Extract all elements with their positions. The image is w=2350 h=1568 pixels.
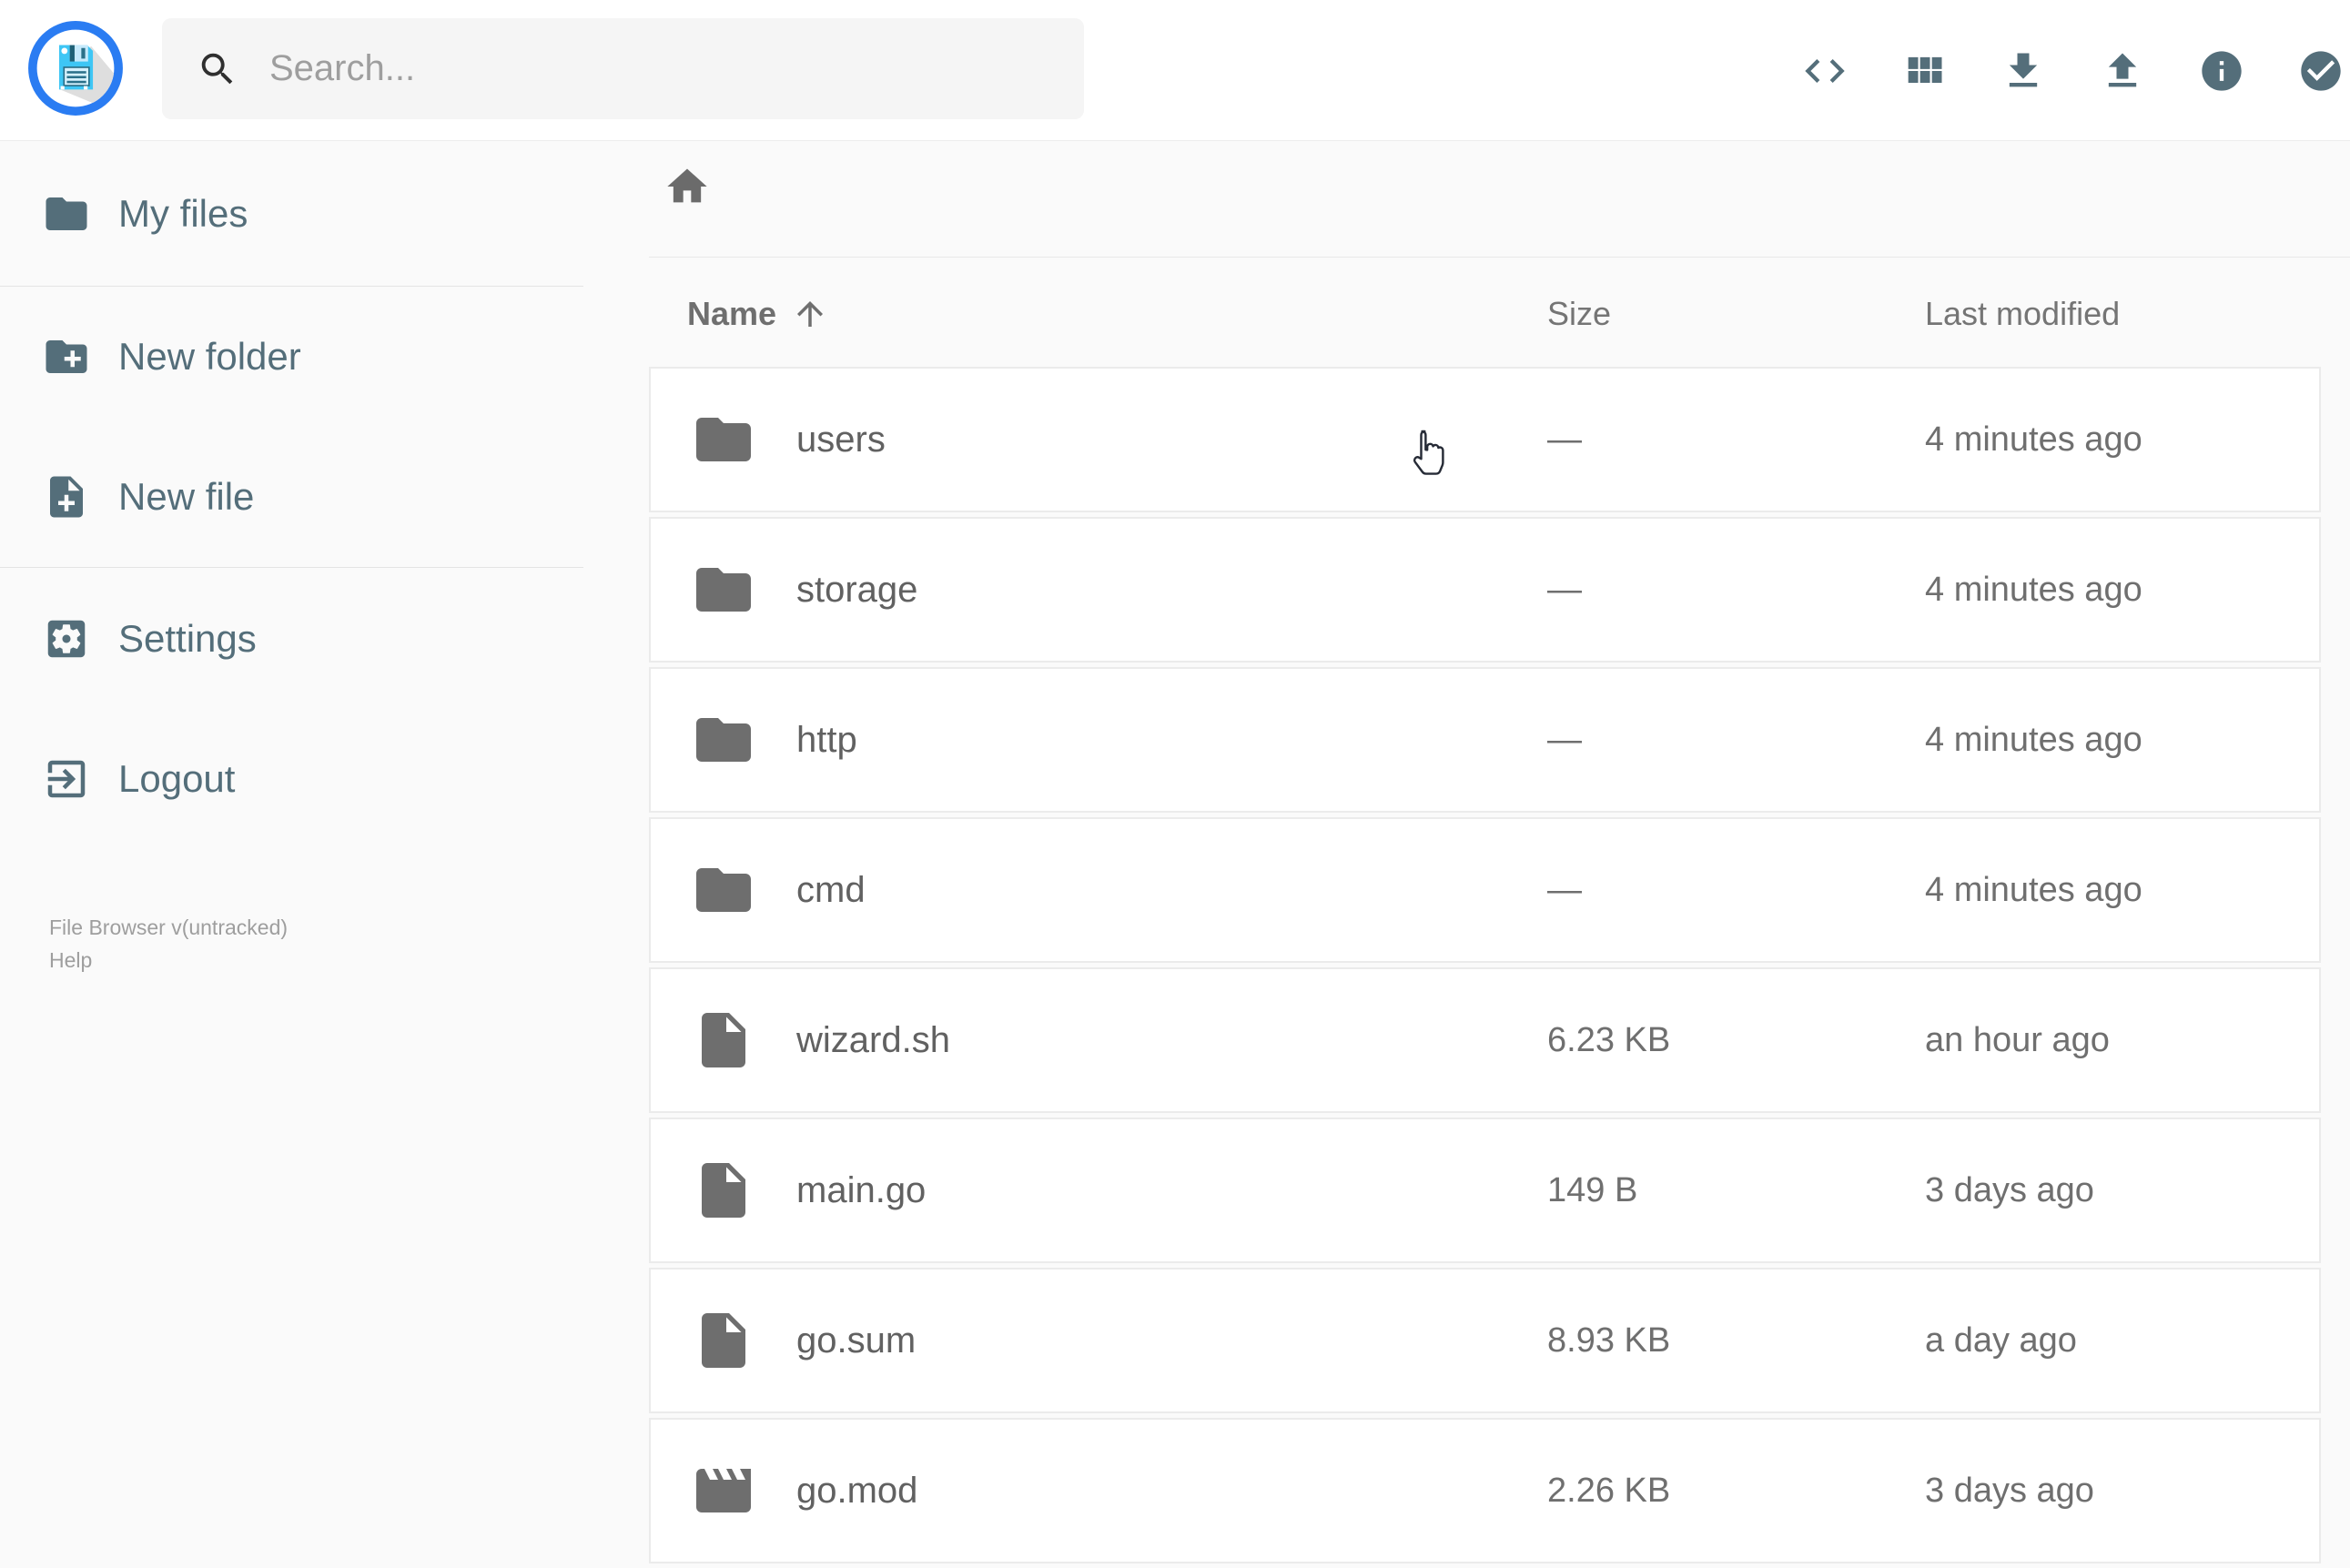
file-name: go.mod [796,1470,918,1511]
sidebar-footer: File Browser v(untracked) Help [49,911,288,976]
file-modified: a day ago [1925,1320,2077,1360]
select-multiple-button[interactable] [2297,47,2345,95]
file-listing: Name Size Last modified users — 4 minute… [649,141,2350,1563]
file-name: storage [796,569,918,610]
top-bar [0,0,2350,141]
sidebar-item-label: New folder [118,335,301,378]
file-name: main.go [796,1169,927,1210]
app-logo[interactable] [27,20,124,116]
row-storage[interactable]: storage — 4 minutes ago [649,517,2321,663]
sidebar-item-label: Settings [118,617,257,660]
file-modified: an hour ago [1925,1020,2110,1059]
row-go.sum[interactable]: go.sum 8.93 KB a day ago [649,1268,2321,1413]
sort-by-name[interactable]: Name [649,295,1547,333]
logout-icon [42,754,91,804]
file-icon [691,1007,756,1073]
info-icon [2198,47,2245,95]
file-icon [691,1308,756,1373]
switch-view-button[interactable] [1900,47,1948,95]
row-go.mod[interactable]: go.mod 2.26 KB 3 days ago [649,1418,2321,1563]
listing-header: Name Size Last modified [649,285,2321,343]
breadcrumb [663,163,711,215]
column-name-label: Name [687,295,777,332]
row-users[interactable]: users — 4 minutes ago [649,367,2321,512]
search-input[interactable] [269,48,1057,89]
file-size: 8.93 KB [1547,1320,1671,1360]
listing-rows: users — 4 minutes ago storage — 4 minute… [649,367,2321,1568]
sort-by-size[interactable]: Size [1547,295,1612,332]
check-circle-icon [2297,47,2345,95]
file-modified: 3 days ago [1925,1471,2094,1510]
grid-view-icon [1900,47,1948,95]
app-version: File Browser v(untracked) [49,916,289,939]
file-size: — [1547,420,1582,459]
info-button[interactable] [2198,47,2245,95]
file-modified: 4 minutes ago [1925,420,2142,459]
file-modified: 4 minutes ago [1925,720,2142,759]
sidebar-item-logout[interactable]: Logout [0,738,584,820]
file-icon [691,1158,756,1223]
new-file-icon [42,472,91,521]
upload-icon [2099,47,2146,95]
download-button[interactable] [2000,47,2047,95]
home-button[interactable] [663,163,711,210]
sidebar: My files New folder New file Settings Lo… [0,141,584,1511]
row-wizard.sh[interactable]: wizard.sh 6.23 KB an hour ago [649,967,2321,1113]
sidebar-divider [0,286,583,287]
file-size: — [1547,870,1582,909]
row-main.go[interactable]: main.go 149 B 3 days ago [649,1118,2321,1263]
file-size: — [1547,570,1582,609]
search-bar[interactable] [162,18,1084,119]
file-size: 149 B [1547,1170,1638,1209]
sidebar-item-new-file[interactable]: New file [0,456,584,538]
shell-button[interactable] [1801,47,1849,95]
folder-icon [691,857,756,923]
file-modified: 4 minutes ago [1925,570,2142,609]
folder-icon [691,407,756,472]
settings-icon [42,614,91,663]
file-name: users [796,419,886,460]
search-icon [197,48,238,90]
row-cmd[interactable]: cmd — 4 minutes ago [649,817,2321,963]
help-link[interactable]: Help [49,948,93,972]
file-name: wizard.sh [796,1019,950,1060]
home-icon [663,163,711,210]
file-browser-logo-icon [28,21,123,116]
row-http[interactable]: http — 4 minutes ago [649,667,2321,813]
sidebar-item-new-folder[interactable]: New folder [0,316,584,398]
sidebar-item-label: Logout [118,757,236,800]
sidebar-item-settings[interactable]: Settings [0,598,584,680]
sidebar-item-label: My files [118,192,248,235]
file-name: go.sum [796,1320,917,1361]
download-icon [2000,47,2047,95]
sidebar-item-label: New file [118,475,255,518]
folder-icon [691,557,756,622]
new-folder-icon [42,332,91,381]
sidebar-item-my-files[interactable]: My files [0,173,584,255]
file-modified: 3 days ago [1925,1170,2094,1209]
folder-icon [691,707,756,773]
file-modified: 4 minutes ago [1925,870,2142,909]
file-size: 2.26 KB [1547,1471,1671,1510]
file-size: 6.23 KB [1547,1020,1671,1059]
header-actions [1801,0,2345,141]
breadcrumb-divider [649,257,2350,258]
file-name: cmd [796,869,866,910]
upload-button[interactable] [2099,47,2146,95]
sort-by-modified[interactable]: Last modified [1925,295,2121,332]
sidebar-divider [0,567,583,568]
sort-ascending-icon [791,295,829,333]
file-name: http [796,719,857,760]
file-size: — [1547,720,1582,759]
movie-icon [691,1458,756,1523]
code-icon [1801,47,1849,95]
folder-icon [42,189,91,238]
